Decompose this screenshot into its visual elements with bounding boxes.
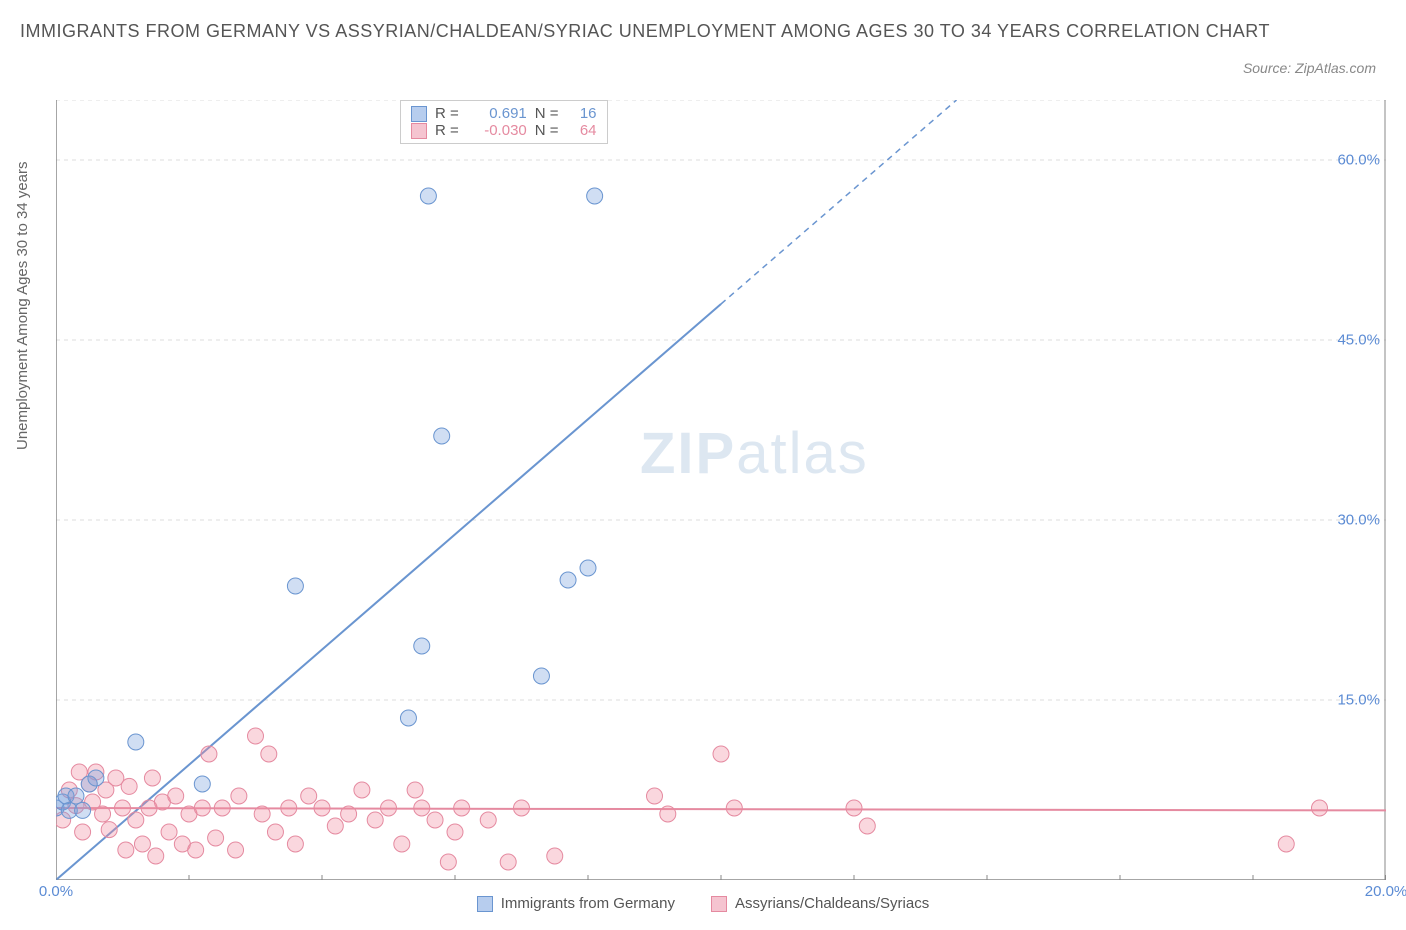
chart-title: IMMIGRANTS FROM GERMANY VS ASSYRIAN/CHAL… — [20, 18, 1386, 45]
legend-label: Assyrians/Chaldeans/Syriacs — [735, 895, 929, 912]
legend-item: Immigrants from Germany — [477, 895, 675, 912]
x-tick-label: 20.0% — [1365, 883, 1406, 900]
legend-item: Assyrians/Chaldeans/Syriacs — [711, 895, 929, 912]
n-value: 64 — [567, 122, 597, 139]
legend-series: Immigrants from Germany Assyrians/Chalde… — [0, 895, 1406, 912]
r-value: -0.030 — [467, 122, 527, 139]
source-label: Source: ZipAtlas.com — [1243, 60, 1376, 76]
y-axis-label: Unemployment Among Ages 30 to 34 years — [14, 161, 31, 450]
r-label: R = — [435, 105, 459, 122]
legend-swatch-icon — [411, 123, 427, 139]
n-label: N = — [535, 105, 559, 122]
legend-swatch-icon — [711, 896, 727, 912]
legend-swatch-icon — [411, 106, 427, 122]
y-tick-label: 15.0% — [1337, 692, 1380, 709]
y-tick-label: 60.0% — [1337, 152, 1380, 169]
scatter-plot — [56, 100, 1386, 880]
y-tick-label: 30.0% — [1337, 512, 1380, 529]
r-value: 0.691 — [467, 105, 527, 122]
legend-stats-row: R = 0.691 N = 16 — [411, 105, 597, 122]
legend-stats-row: R = -0.030 N = 64 — [411, 122, 597, 139]
chart-area — [56, 100, 1386, 880]
x-tick-label: 0.0% — [39, 883, 73, 900]
legend-stats: R = 0.691 N = 16 R = -0.030 N = 64 — [400, 100, 608, 144]
n-value: 16 — [567, 105, 597, 122]
legend-swatch-icon — [477, 896, 493, 912]
y-tick-label: 45.0% — [1337, 332, 1380, 349]
legend-label: Immigrants from Germany — [501, 895, 675, 912]
r-label: R = — [435, 122, 459, 139]
n-label: N = — [535, 122, 559, 139]
